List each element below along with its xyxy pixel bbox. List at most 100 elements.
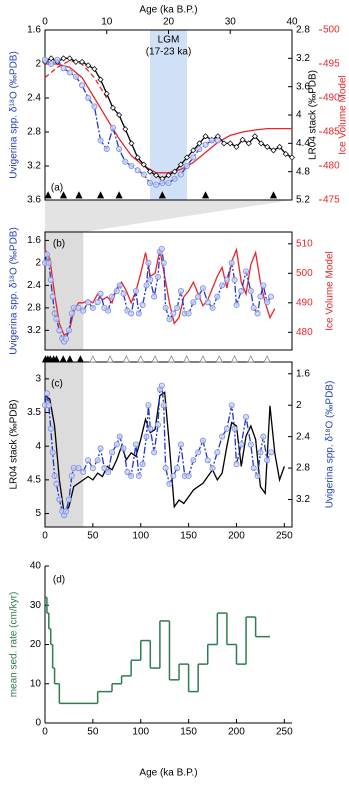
data-point	[227, 140, 234, 147]
data-point	[264, 457, 271, 464]
data-point	[214, 293, 221, 300]
data-point	[80, 307, 87, 314]
zoom-connector	[45, 200, 292, 232]
data-point	[162, 465, 169, 472]
data-point	[177, 171, 184, 178]
data-point	[238, 287, 245, 294]
x-tick-label: 100	[132, 727, 149, 738]
data-point	[260, 282, 267, 289]
y2-axis-label: LR04 stack (‰PDB)	[308, 70, 319, 160]
data-point	[101, 465, 108, 472]
y-tick-label: 3.2	[27, 161, 41, 172]
y2-axis-label: Ice Volume Model	[325, 251, 336, 331]
data-point	[251, 133, 258, 140]
data-point	[85, 457, 92, 464]
data-point	[250, 465, 257, 472]
y-tick-label: 2.4	[27, 93, 41, 104]
data-point	[250, 304, 257, 311]
y2-tick-label: 480	[296, 327, 313, 338]
data-point	[264, 143, 271, 150]
y-tick-label: 3.6	[27, 195, 41, 206]
data-point	[184, 154, 191, 161]
age-control-marker	[263, 355, 271, 363]
y2-tick-label: 3.6	[296, 81, 310, 92]
data-point	[45, 402, 52, 409]
data-point	[94, 299, 101, 306]
data-point	[170, 310, 177, 317]
data-point	[85, 299, 92, 306]
data-point	[276, 143, 283, 150]
data-point	[135, 310, 142, 317]
data-point	[204, 457, 211, 464]
data-point	[97, 290, 104, 297]
data-point	[143, 433, 150, 440]
data-point	[60, 55, 67, 62]
y-tick-label: 40	[30, 561, 42, 572]
data-point	[195, 449, 202, 456]
data-point	[94, 457, 101, 464]
data-point	[43, 390, 50, 397]
data-point	[65, 327, 72, 334]
data-point	[47, 276, 54, 283]
data-point	[51, 472, 58, 479]
data-point	[51, 310, 58, 317]
data-point	[128, 162, 135, 169]
data-point	[209, 304, 216, 311]
x-axis-label: Age (ka B.P.)	[139, 768, 197, 779]
data-point	[254, 472, 261, 479]
data-point	[171, 168, 178, 175]
x-tick-label: 0	[42, 17, 48, 28]
data-point	[49, 293, 56, 300]
x-tick-label: 200	[228, 727, 245, 738]
data-point	[42, 56, 49, 63]
shade-label: (17-23 ka)	[146, 47, 192, 58]
y-axis-label: LR04 stack (‰PDB)	[9, 399, 20, 489]
data-point	[214, 137, 221, 144]
y2-axis-label: Uvigerina spp. δ¹⁸O (‰PDB)	[325, 381, 336, 509]
data-point	[219, 433, 226, 440]
data-point	[135, 472, 142, 479]
y3-tick-label: 500	[323, 25, 340, 36]
data-point	[68, 310, 75, 317]
data-point	[174, 465, 181, 472]
age-control-marker	[199, 355, 207, 363]
data-point	[89, 304, 96, 311]
x-tick-label: 50	[87, 727, 99, 738]
data-point	[231, 276, 238, 283]
data-point	[60, 65, 67, 72]
data-point	[208, 137, 215, 144]
y3-tick-label: 490	[323, 93, 340, 104]
y-tick-label: 3	[35, 373, 41, 384]
data-point	[228, 402, 235, 409]
data-point	[204, 299, 211, 306]
data-point	[233, 143, 240, 150]
data-point	[147, 276, 154, 283]
data-point	[53, 316, 60, 323]
data-point	[257, 293, 264, 300]
x-tick-label: 40	[286, 17, 298, 28]
data-point	[75, 304, 82, 311]
data-point	[185, 472, 192, 479]
y-tick-label: 0	[35, 718, 41, 729]
data-point	[267, 449, 274, 456]
data-point	[68, 472, 75, 479]
data-point	[48, 55, 55, 62]
y-tick-label: 10	[30, 678, 42, 689]
data-point	[158, 382, 165, 389]
data-point	[190, 147, 197, 154]
y-tick-label: 3.2	[27, 325, 41, 336]
data-point	[105, 307, 112, 314]
age-control-marker	[106, 355, 114, 363]
data-point	[54, 56, 61, 63]
data-point	[116, 433, 123, 440]
data-point	[243, 268, 250, 275]
x-tick-label: 200	[228, 531, 245, 542]
data-point	[65, 496, 72, 503]
data-point	[177, 161, 184, 168]
data-point	[260, 433, 267, 440]
age-control-marker	[201, 191, 210, 199]
data-point	[109, 104, 116, 111]
y-tick-label: 1.6	[27, 235, 41, 246]
data-point	[153, 172, 160, 179]
